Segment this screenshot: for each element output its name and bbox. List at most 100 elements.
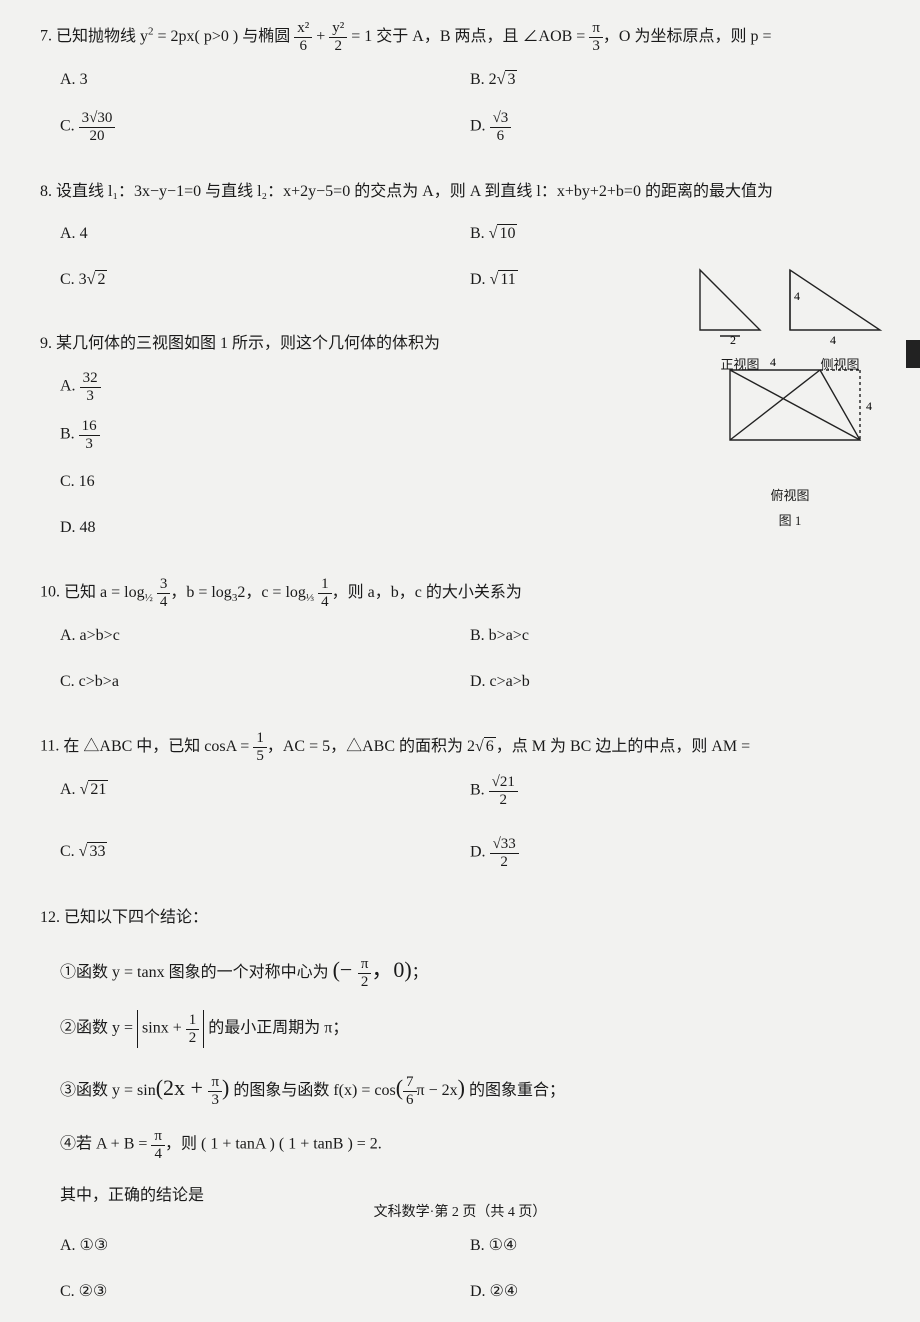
q11-num: 11. [40, 738, 59, 755]
t: sinx + [142, 1020, 186, 1037]
t: π − 2x [417, 1082, 458, 1099]
r: 11 [498, 270, 517, 288]
dim: 4 [794, 289, 800, 303]
question-12: 12. 已知以下四个结论： ①函数 y = tanx 图象的一个对称中心为 (−… [40, 902, 880, 1322]
t: + [312, 28, 329, 45]
paren: (− [333, 957, 358, 982]
q10-opt-b: B. b>a>c [470, 620, 880, 652]
d: 2 [329, 38, 347, 55]
paren: (2x + [156, 1075, 209, 1100]
stmt-3: ③函数 y = sin(2x + π3) 的图象与函数 f(x) = cos(7… [60, 1066, 880, 1110]
q12-opt-b: B. ①④ [470, 1230, 880, 1262]
abs-icon: sinx + 12 [137, 1010, 204, 1048]
frac: 323 [80, 370, 101, 404]
frac: π4 [151, 1128, 165, 1162]
q10-opt-c: C. c>b>a [60, 666, 470, 698]
q7-opt-c: C. 3√3020 [60, 110, 470, 144]
sqrt-icon: 2 [87, 264, 108, 296]
q12-text: 已知以下四个结论： [64, 909, 208, 926]
n: π [589, 20, 603, 38]
p: B. [60, 426, 79, 443]
q12-num: 12. [40, 909, 60, 926]
caption: 图 1 [690, 510, 890, 529]
q11-opt-c: C. 33 [60, 836, 470, 870]
front-label: 正视图 [720, 354, 759, 373]
t: ④若 A + B = [60, 1136, 151, 1153]
p: A. [60, 225, 80, 242]
d: 2 [489, 792, 518, 809]
side-label: 侧视图 [820, 354, 859, 373]
t: ，点 M 为 BC 边上的中点，则 AM = [496, 738, 750, 755]
v: 4 [80, 225, 88, 242]
page-footer: 文科数学·第 2 页（共 4 页） [0, 1201, 920, 1221]
t: 在 △ABC 中，已知 cosA = [63, 738, 253, 755]
r: 21 [88, 780, 108, 798]
q8-opt-b: B. 10 [470, 218, 880, 250]
p: A. [60, 71, 80, 88]
p: D. [470, 271, 490, 288]
t: 的最小正周期为 π； [204, 1020, 348, 1037]
three-view-diagram: 2 4 4 4 4 正视图 侧视图 俯视图 图 1 [690, 260, 890, 529]
question-11: 11. 在 △ABC 中，已知 cosA = 15，AC = 5，△ABC 的面… [40, 730, 880, 884]
t: 2，c = log [237, 584, 306, 601]
n: π [151, 1128, 165, 1146]
frac: y²2 [329, 20, 347, 54]
frac: π3 [589, 20, 603, 54]
q12-statements: ①函数 y = tanx 图象的一个对称中心为 (− π2，0)； ②函数 y … [60, 948, 880, 1212]
v: 3 [80, 71, 88, 88]
t: 的图象重合； [465, 1082, 565, 1099]
d: 2 [186, 1030, 200, 1047]
question-7: 7. 已知抛物线 y2 = 2px( p>0 ) 与椭圆 x²6 + y²2 =… [40, 20, 880, 158]
n: √33 [490, 836, 519, 854]
t: = 1 交于 A，B 两点，且 ∠AOB = [347, 28, 589, 45]
q8-num: 8. [40, 183, 52, 200]
dim: 4 [770, 355, 776, 369]
q10-opt-a: A. a>b>c [60, 620, 470, 652]
d: 3 [80, 388, 101, 405]
q10-opt-d: D. c>a>b [470, 666, 880, 698]
n: 1 [318, 576, 332, 594]
n: y² [329, 20, 347, 38]
s: ½ [145, 592, 153, 604]
frac: π2 [358, 956, 372, 990]
p: C. 3 [60, 271, 87, 288]
p: B. 2 [470, 71, 497, 88]
sqrt-icon: 10 [489, 218, 518, 250]
stmt-2: ②函数 y = sinx + 12 的最小正周期为 π； [60, 1010, 880, 1048]
p: C. [60, 118, 79, 135]
t: 已知 a = log [64, 584, 145, 601]
d: 4 [151, 1146, 165, 1163]
r: 33 [87, 842, 107, 860]
t: ，则 ( 1 + tanA ) ( 1 + tanB ) = 2. [165, 1136, 382, 1153]
sqrt-icon: 21 [80, 774, 109, 806]
t: ②函数 y = [60, 1020, 137, 1037]
d: 4 [157, 594, 171, 611]
frac: √36 [490, 110, 512, 144]
frac: 15 [253, 730, 267, 764]
t: ； [412, 964, 428, 981]
n: 7 [403, 1074, 417, 1092]
q8-text: 设直线 l₁：3x−y−1=0 与直线 l₂：x+2y−5=0 的交点为 A，则… [56, 183, 773, 200]
d: 6 [294, 38, 312, 55]
d: 3 [208, 1092, 222, 1109]
d: 6 [490, 128, 512, 145]
n: 1 [253, 730, 267, 748]
q7-opt-d: D. √36 [470, 110, 880, 144]
d: 5 [253, 748, 267, 765]
q9-num: 9. [40, 335, 52, 352]
n: x² [294, 20, 312, 38]
q8-opt-a: A. 4 [60, 218, 470, 250]
q8-opt-c: C. 3 2 [60, 264, 470, 296]
q12-opt-c: C. ②③ [60, 1276, 470, 1308]
sqrt-icon: 6 [475, 731, 496, 763]
paren: ，0) [371, 957, 411, 982]
q7-options: A. 3 B. 23 C. 3√3020 D. √36 [60, 64, 880, 158]
t: ①函数 y = tanx 图象的一个对称中心为 [60, 964, 329, 981]
t: ，AC = 5，△ABC 的面积为 2 [267, 738, 475, 755]
sqrt-icon: 33 [79, 836, 108, 868]
frac: √332 [490, 836, 519, 870]
t: 已知抛物线 y [56, 28, 148, 45]
n: 16 [79, 418, 100, 436]
r: 2 [95, 270, 107, 288]
p: A. [60, 781, 80, 798]
